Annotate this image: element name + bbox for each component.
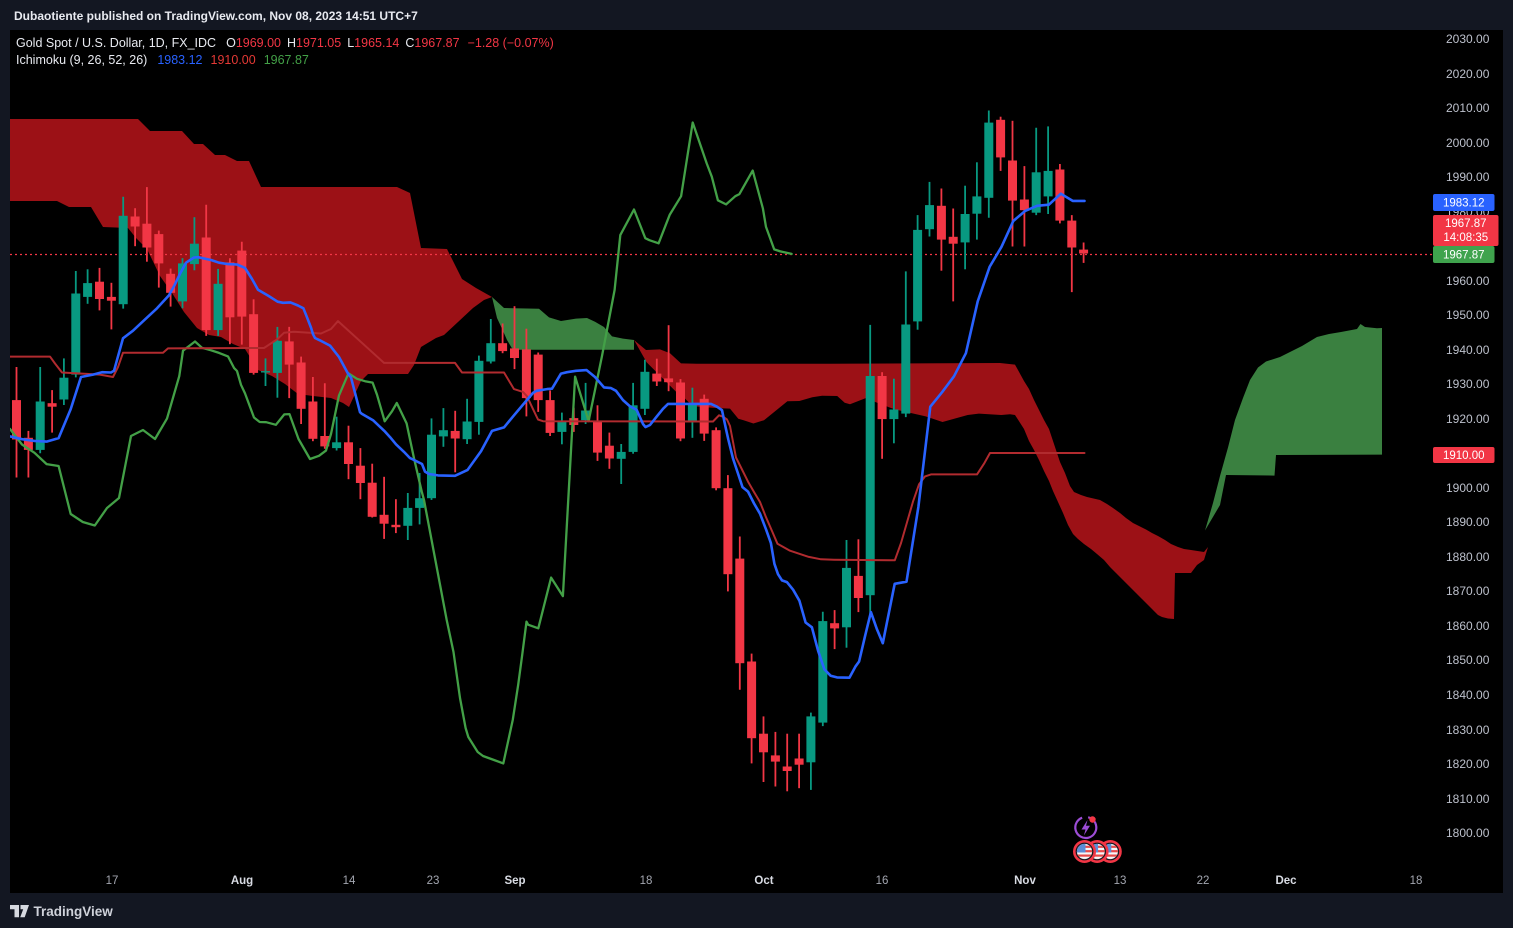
- svg-text:1870.00: 1870.00: [1446, 584, 1490, 598]
- svg-text:Ichimoku (9, 26, 52, 26)1983.1: Ichimoku (9, 26, 52, 26) 1983.12 1910.00 19…: [16, 53, 309, 67]
- svg-text:1860.00: 1860.00: [1446, 619, 1490, 633]
- svg-text:1940.00: 1940.00: [1446, 343, 1490, 357]
- svg-text:Gold Spot / U.S. Dollar, 1D, F: Gold Spot / U.S. Dollar, 1D, FX_IDC O1969…: [16, 36, 554, 50]
- svg-text:17: 17: [106, 875, 119, 887]
- svg-text:16: 16: [876, 875, 889, 887]
- svg-text:1830.00: 1830.00: [1446, 723, 1490, 737]
- svg-text:1800.00: 1800.00: [1446, 826, 1490, 840]
- svg-text:1910.00: 1910.00: [1443, 450, 1485, 462]
- svg-text:1960.00: 1960.00: [1446, 274, 1490, 288]
- svg-text:1900.00: 1900.00: [1446, 481, 1490, 495]
- svg-text:1990.00: 1990.00: [1446, 170, 1490, 184]
- svg-text:18: 18: [640, 875, 653, 887]
- svg-text:22: 22: [1197, 875, 1210, 887]
- svg-text:1920.00: 1920.00: [1446, 412, 1490, 426]
- svg-text:Oct: Oct: [754, 875, 773, 887]
- svg-text:1810.00: 1810.00: [1446, 792, 1490, 806]
- svg-text:2010.00: 2010.00: [1446, 101, 1490, 115]
- svg-text:2030.00: 2030.00: [1446, 32, 1490, 46]
- svg-text:Dubaotiente published on Tradi: Dubaotiente published on TradingView.com…: [14, 9, 418, 23]
- svg-text:2000.00: 2000.00: [1446, 136, 1490, 150]
- svg-text:2020.00: 2020.00: [1446, 67, 1490, 81]
- svg-text:1820.00: 1820.00: [1446, 757, 1490, 771]
- svg-text:1880.00: 1880.00: [1446, 550, 1490, 564]
- svg-text:1967.87: 1967.87: [1445, 218, 1487, 230]
- svg-text:Dec: Dec: [1275, 875, 1297, 887]
- svg-text:1930.00: 1930.00: [1446, 377, 1490, 391]
- svg-text:1950.00: 1950.00: [1446, 308, 1490, 322]
- svg-text:Aug: Aug: [231, 875, 253, 887]
- svg-text:1983.12: 1983.12: [1443, 198, 1485, 210]
- svg-text:23: 23: [427, 875, 440, 887]
- svg-text:Nov: Nov: [1014, 875, 1036, 887]
- svg-text:1890.00: 1890.00: [1446, 515, 1490, 529]
- svg-text:14: 14: [343, 875, 356, 887]
- svg-text:Sep: Sep: [504, 875, 525, 887]
- svg-text:1967.87: 1967.87: [1443, 250, 1485, 262]
- svg-text:18: 18: [1410, 875, 1423, 887]
- svg-text:13: 13: [1114, 875, 1127, 887]
- svg-text:TradingView: TradingView: [34, 904, 114, 919]
- svg-text:14:08:35: 14:08:35: [1443, 232, 1488, 244]
- svg-text:1850.00: 1850.00: [1446, 653, 1490, 667]
- svg-text:1840.00: 1840.00: [1446, 688, 1490, 702]
